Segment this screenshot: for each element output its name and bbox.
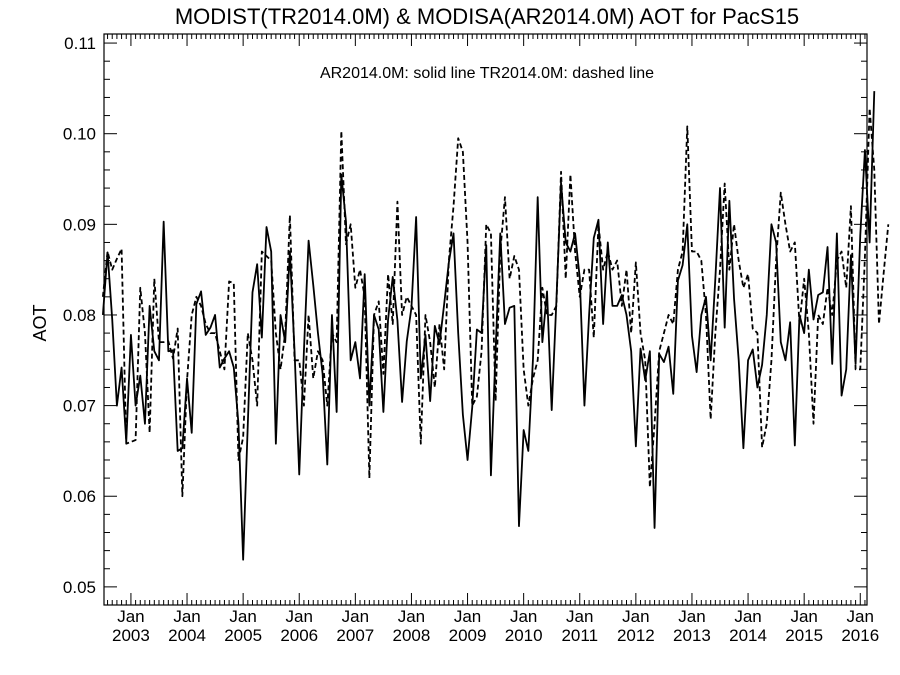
plot-frame [103, 33, 868, 606]
tr2014-dashed-series-line [101, 107, 890, 498]
y-tick-label: 0.06 [63, 487, 96, 506]
y-tick-label: 0.07 [63, 397, 96, 416]
x-tick-year-label: 2009 [449, 626, 487, 645]
series-legend-annotation: AR2014.0M: solid line TR2014.0M: dashed … [320, 65, 654, 82]
data-series [101, 91, 890, 561]
x-tick-month-label: Jan [398, 607, 425, 626]
x-tick-year-label: 2016 [841, 626, 879, 645]
y-tick-label: 0.10 [63, 125, 96, 144]
x-tick-year-label: 2004 [168, 626, 206, 645]
x-tick-month-label: Jan [454, 607, 481, 626]
x-tick-year-label: 2007 [336, 626, 374, 645]
y-axis-label: AOT [30, 304, 50, 341]
x-tick-year-label: 2011 [561, 626, 598, 645]
y-tick-label: 0.11 [64, 34, 96, 53]
chart-title: MODIST(TR2014.0M) & MODISA(AR2014.0M) AO… [175, 4, 799, 29]
y-tick-label: 0.05 [63, 578, 96, 597]
x-tick-month-label: Jan [678, 607, 705, 626]
y-axis-ticks: 0.05 0.06 0.07 0.08 0.09 0.10 0.11 [63, 34, 867, 597]
x-tick-month-label: Jan [790, 607, 817, 626]
x-tick-month-label: Jan [117, 607, 144, 626]
x-tick-month-label: Jan [847, 607, 874, 626]
ar2014-solid-series-line [101, 91, 876, 561]
x-tick-year-label: 2008 [393, 626, 431, 645]
x-tick-month-label: Jan [229, 607, 256, 626]
x-tick-year-label: 2013 [673, 626, 711, 645]
y-tick-label: 0.08 [63, 306, 96, 325]
x-tick-month-label: Jan [173, 607, 200, 626]
x-tick-year-label: 2010 [505, 626, 543, 645]
x-tick-month-label: Jan [342, 607, 369, 626]
x-tick-month-label: Jan [286, 607, 313, 626]
x-tick-year-label: 2012 [617, 626, 655, 645]
x-tick-year-label: 2006 [280, 626, 318, 645]
x-tick-month-label: Jan [510, 607, 537, 626]
x-tick-month-label: Jan [734, 607, 761, 626]
x-tick-year-label: 2003 [112, 626, 150, 645]
y-tick-label: 0.09 [63, 215, 96, 234]
x-tick-month-label: Jan [622, 607, 649, 626]
x-axis-ticks: Jan2003Jan2004Jan2005Jan2006Jan2007Jan20… [107, 34, 879, 645]
x-tick-year-label: 2005 [224, 626, 262, 645]
x-tick-year-label: 2015 [785, 626, 823, 645]
x-tick-year-label: 2014 [729, 626, 767, 645]
x-tick-month-label: Jan [566, 607, 593, 626]
